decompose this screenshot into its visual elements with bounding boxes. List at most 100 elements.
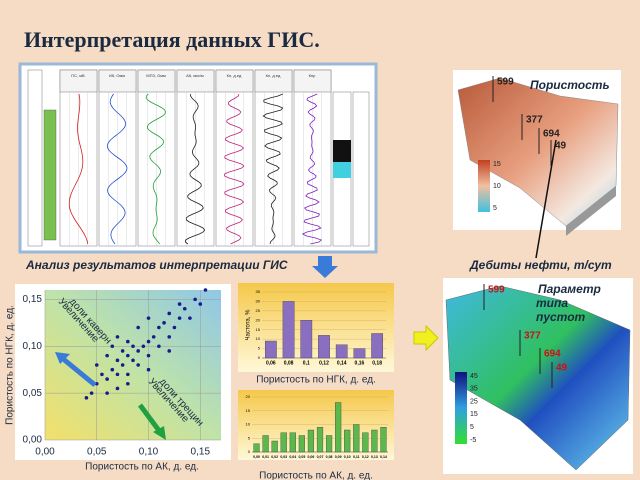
- point: [94, 363, 99, 367]
- point: [141, 344, 146, 349]
- well-label: 694: [544, 349, 561, 360]
- bar: [298, 435, 305, 453]
- bar: [380, 427, 387, 453]
- point: [110, 344, 115, 349]
- log-curve: [68, 93, 89, 245]
- y-tick-label: 35: [256, 289, 261, 294]
- point: [157, 325, 161, 330]
- y-tick-label: 30: [256, 298, 261, 303]
- log-curve: [262, 93, 284, 245]
- y-tick-label: 10: [246, 422, 251, 427]
- bar: [335, 344, 348, 359]
- bar: [353, 424, 360, 453]
- track-title: МПЗ, Омм: [146, 73, 166, 78]
- remarks-column: [352, 91, 370, 247]
- point: [136, 363, 140, 367]
- track-title: ИК, Омм: [109, 73, 125, 78]
- x-axis-label: Пористость по АК, д. ед.: [85, 462, 199, 473]
- bar: [371, 429, 378, 453]
- x-tick-label: 0,02: [271, 455, 278, 459]
- y-tick-label: 15: [256, 327, 261, 332]
- bar: [282, 301, 295, 359]
- x-tick-label: 0,13: [371, 455, 378, 459]
- x-tick-label: 0,03: [280, 455, 287, 459]
- x-tick-label: 0,12: [362, 455, 369, 459]
- x-tick-label: 0,05: [87, 447, 107, 458]
- y-tick-label: 20: [256, 317, 261, 322]
- x-tick-label: 0,09: [335, 455, 342, 459]
- point: [167, 349, 172, 353]
- x-tick-label: 0,15: [191, 447, 211, 458]
- bar: [344, 429, 351, 453]
- x-tick-label: 0,14: [380, 455, 387, 459]
- arrow-caverns: [60, 356, 97, 387]
- x-tick-label: 0,14: [337, 360, 347, 366]
- log-curve: [184, 94, 206, 245]
- slide-title: Интерпретация данных ГИС.: [24, 27, 320, 52]
- colorbar-tick: 35: [470, 386, 478, 393]
- log-tracks: ПС, мВ ИК, Омм МПЗ, Омм АК, мкс/м Кп, д.ед Кп…: [27, 69, 370, 247]
- oil-rate-caption: Дебиты нефти, т/сут: [469, 258, 612, 272]
- track-title: АК, мкс/м: [186, 73, 204, 78]
- y-tick-label: 15: [246, 408, 251, 413]
- point: [167, 311, 172, 316]
- down-arrow: [312, 256, 338, 278]
- map-title: типа: [536, 296, 568, 310]
- void-surface: [445, 285, 631, 471]
- y-tick-label: 0,10: [23, 341, 43, 352]
- right-arrow: [413, 324, 439, 352]
- y-tick-label: 0,00: [23, 435, 43, 446]
- point: [151, 335, 156, 339]
- colorbar-tick: 25: [470, 398, 478, 405]
- point: [115, 358, 120, 363]
- point: [126, 339, 130, 344]
- water-interval: [333, 162, 351, 178]
- point: [157, 344, 161, 349]
- track-title: Кпр: [309, 73, 316, 78]
- point: [115, 335, 120, 339]
- track-title: ПС, мВ: [71, 73, 85, 78]
- point: [115, 372, 120, 377]
- x-tick-label: 0,16: [355, 360, 365, 366]
- point: [182, 306, 187, 311]
- x-tick-label: 0,00: [35, 447, 55, 458]
- point: [126, 372, 130, 377]
- point: [110, 367, 115, 372]
- y-axis-label: Частота, %: [246, 309, 252, 341]
- x-tick-label: 0,06: [266, 360, 276, 366]
- well-label: 599: [488, 285, 505, 296]
- lithology-column: [43, 109, 57, 241]
- y-tick-label: 20: [246, 394, 251, 399]
- well-label: 694: [543, 129, 560, 140]
- point: [146, 353, 151, 358]
- bar: [262, 435, 269, 453]
- x-axis-label: Пористость по АК, д. ед.: [259, 471, 373, 480]
- point: [131, 358, 135, 363]
- arrow-head: [153, 426, 166, 440]
- point: [177, 302, 182, 306]
- point: [203, 288, 208, 292]
- bar: [316, 427, 324, 453]
- y-tick-label: 5: [248, 435, 251, 440]
- y-tick-label: 0: [258, 355, 261, 360]
- x-tick-label: 0,05: [298, 455, 305, 459]
- bar: [362, 432, 369, 453]
- point: [105, 391, 109, 395]
- log-curve: [301, 93, 323, 245]
- arrow-head: [55, 352, 70, 364]
- x-tick-label: 0,04: [289, 455, 296, 459]
- bar: [335, 402, 342, 453]
- bar: [353, 348, 366, 359]
- x-tick-label: 0,11: [353, 455, 360, 459]
- y-tick-label: 0: [248, 449, 251, 454]
- well-label: 377: [526, 115, 543, 126]
- point: [172, 325, 177, 330]
- x-tick-label: 0,18: [372, 360, 382, 366]
- x-tick-label: 0,08: [284, 360, 294, 366]
- bar: [307, 429, 315, 453]
- map-title: пустот: [536, 310, 586, 324]
- point: [105, 353, 109, 358]
- bar: [318, 335, 330, 359]
